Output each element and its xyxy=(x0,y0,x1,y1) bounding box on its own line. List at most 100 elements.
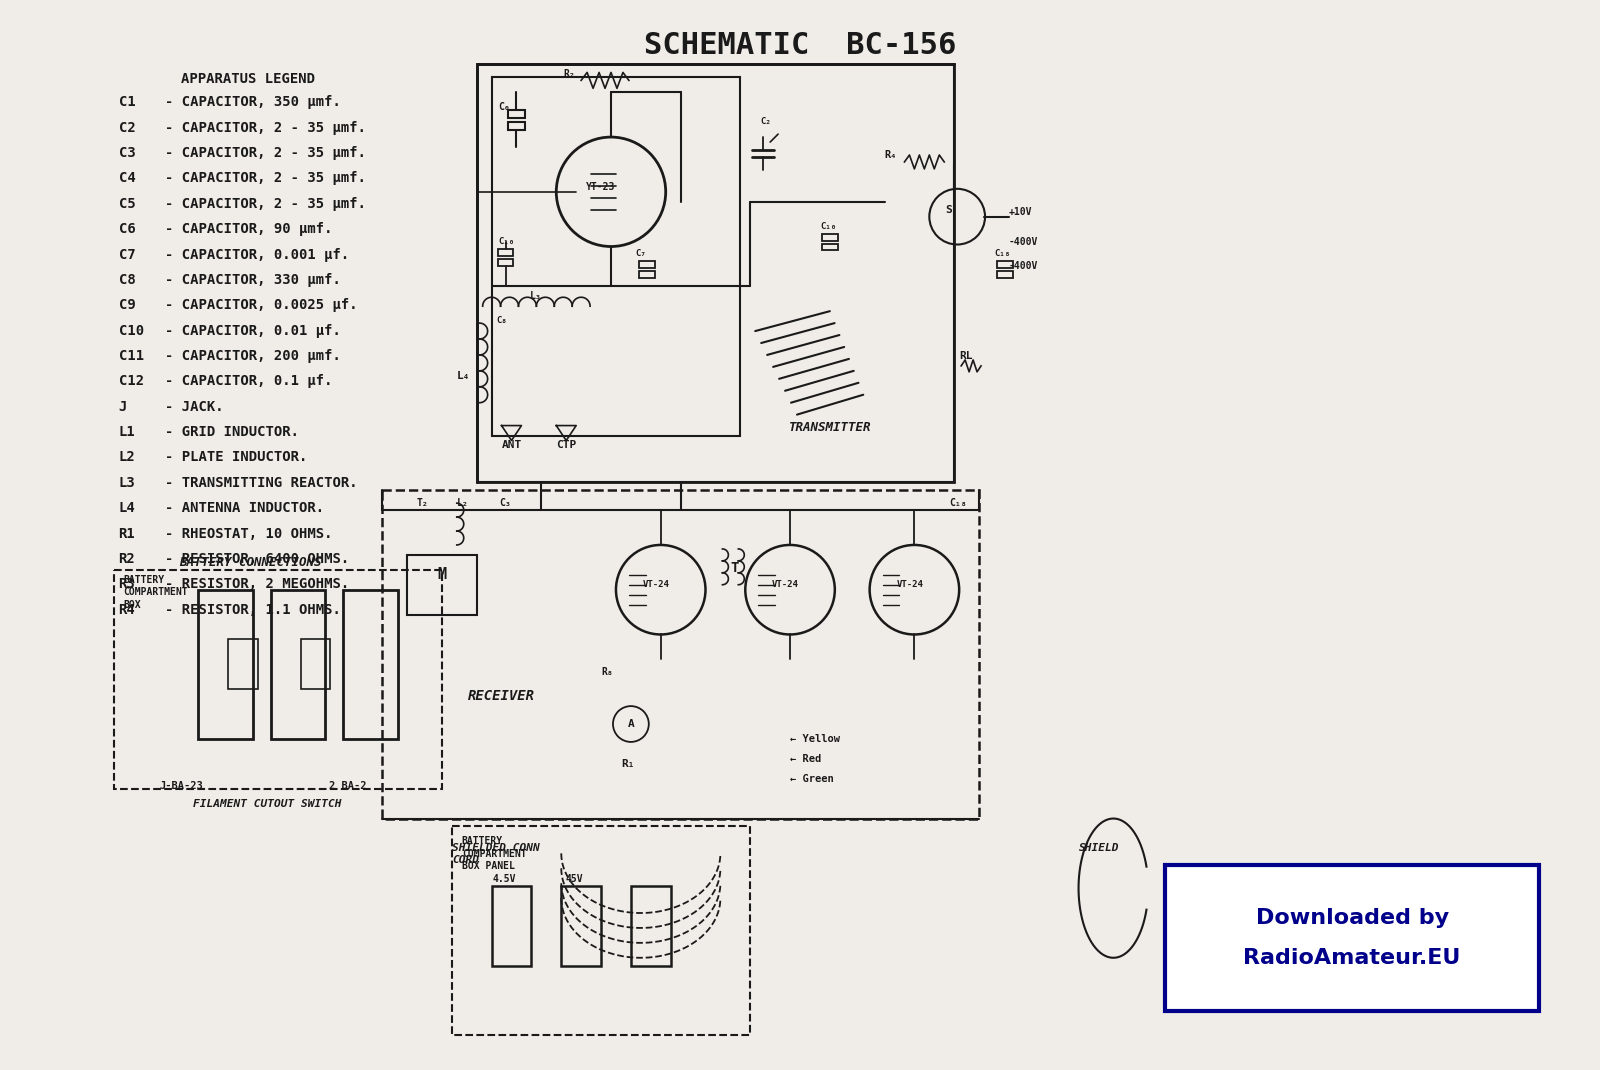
Bar xyxy=(491,886,531,966)
Text: - CAPACITOR, 0.0025 μf.: - CAPACITOR, 0.0025 μf. xyxy=(165,299,358,312)
Text: C₃: C₃ xyxy=(499,499,512,508)
Text: - CAPACITOR, 0.1 μf.: - CAPACITOR, 0.1 μf. xyxy=(165,374,333,388)
Text: SCHEMATIC  BC-156: SCHEMATIC BC-156 xyxy=(643,31,957,60)
Text: C₂: C₂ xyxy=(760,118,771,126)
Bar xyxy=(270,590,325,739)
Text: T₂: T₂ xyxy=(418,499,429,508)
Text: T: T xyxy=(730,561,739,575)
Text: 4.5V: 4.5V xyxy=(493,874,517,884)
Text: C₁₀: C₁₀ xyxy=(499,236,515,245)
Text: C9: C9 xyxy=(118,299,136,312)
Text: BATTERY
COMPARTMENT
BOX PANEL: BATTERY COMPARTMENT BOX PANEL xyxy=(462,837,526,871)
Text: R₈: R₈ xyxy=(602,668,613,677)
Text: C6: C6 xyxy=(118,223,136,236)
Bar xyxy=(382,490,979,819)
Bar xyxy=(638,261,654,269)
Bar xyxy=(227,640,258,689)
Text: - CAPACITOR, 0.01 μf.: - CAPACITOR, 0.01 μf. xyxy=(165,323,341,338)
Bar xyxy=(822,244,838,250)
Text: C₇: C₇ xyxy=(635,249,646,259)
Text: -400V: -400V xyxy=(1010,236,1038,246)
Text: BATTERY CONNECTIONS: BATTERY CONNECTIONS xyxy=(179,556,322,569)
Text: C2: C2 xyxy=(118,121,136,135)
Text: Downloaded by: Downloaded by xyxy=(1256,908,1448,928)
Bar xyxy=(507,122,525,131)
Bar xyxy=(301,640,331,689)
Bar xyxy=(498,259,514,266)
Text: - CAPACITOR, 0.001 μf.: - CAPACITOR, 0.001 μf. xyxy=(165,247,349,261)
Bar xyxy=(406,555,477,614)
FancyBboxPatch shape xyxy=(1165,866,1539,1010)
Text: VT-24: VT-24 xyxy=(643,580,670,590)
Text: C10: C10 xyxy=(118,323,144,338)
Text: C8: C8 xyxy=(118,273,136,287)
Text: C₈: C₈ xyxy=(496,316,507,325)
Text: R3: R3 xyxy=(118,578,136,592)
Text: SHIELDED CONN
CORD: SHIELDED CONN CORD xyxy=(451,843,539,865)
Bar xyxy=(630,886,670,966)
Text: L₃: L₃ xyxy=(530,291,541,302)
Bar xyxy=(477,64,954,483)
Text: - PLATE INDUCTOR.: - PLATE INDUCTOR. xyxy=(165,450,307,464)
Text: L₄: L₄ xyxy=(456,371,470,381)
Text: C12: C12 xyxy=(118,374,144,388)
Text: VT-24: VT-24 xyxy=(896,580,923,590)
Text: - CAPACITOR, 200 μmf.: - CAPACITOR, 200 μmf. xyxy=(165,349,341,363)
Text: - RESISTOR, 6400 OHMS.: - RESISTOR, 6400 OHMS. xyxy=(165,552,349,566)
Text: 2 BA-2: 2 BA-2 xyxy=(328,781,366,791)
Text: R₁: R₁ xyxy=(621,759,635,769)
Text: - TRANSMITTING REACTOR.: - TRANSMITTING REACTOR. xyxy=(165,476,358,490)
Text: C₁₀: C₁₀ xyxy=(819,221,837,231)
Bar xyxy=(822,233,838,241)
Text: C₁₈: C₁₈ xyxy=(949,499,966,508)
Text: - CAPACITOR, 330 μmf.: - CAPACITOR, 330 μmf. xyxy=(165,273,341,287)
Text: L4: L4 xyxy=(118,501,136,515)
Text: -400V: -400V xyxy=(1010,261,1038,272)
Text: 45V: 45V xyxy=(565,874,582,884)
Text: R4: R4 xyxy=(118,602,136,616)
Bar xyxy=(114,570,442,789)
Text: R₂: R₂ xyxy=(563,70,574,79)
Text: APPARATUS LEGEND: APPARATUS LEGEND xyxy=(181,73,315,87)
Text: - CAPACITOR, 2 - 35 μmf.: - CAPACITOR, 2 - 35 μmf. xyxy=(165,171,366,185)
Bar xyxy=(997,261,1013,269)
Text: ANT: ANT xyxy=(501,441,522,450)
Bar xyxy=(451,826,750,1036)
Text: RadioAmateur.EU: RadioAmateur.EU xyxy=(1243,948,1461,968)
Text: C₀: C₀ xyxy=(499,103,510,112)
Bar xyxy=(491,77,741,435)
Text: YT-23: YT-23 xyxy=(586,182,616,192)
Text: RECEIVER: RECEIVER xyxy=(469,689,534,703)
Text: L3: L3 xyxy=(118,476,136,490)
Text: VT-24: VT-24 xyxy=(773,580,798,590)
Text: L1: L1 xyxy=(118,425,136,439)
Text: C5: C5 xyxy=(118,197,136,211)
Bar xyxy=(638,272,654,278)
Text: S: S xyxy=(946,204,952,215)
Text: C3: C3 xyxy=(118,146,136,160)
Text: - CAPACITOR, 350 μmf.: - CAPACITOR, 350 μmf. xyxy=(165,95,341,109)
Bar xyxy=(562,886,602,966)
Text: C11: C11 xyxy=(118,349,144,363)
Text: L₂: L₂ xyxy=(456,499,469,508)
Bar xyxy=(498,249,514,257)
Text: - ANTENNA INDUCTOR.: - ANTENNA INDUCTOR. xyxy=(165,501,325,515)
Text: - JACK.: - JACK. xyxy=(165,400,224,414)
Text: R2: R2 xyxy=(118,552,136,566)
Text: - CAPACITOR, 2 - 35 μmf.: - CAPACITOR, 2 - 35 μmf. xyxy=(165,121,366,135)
Text: ← Red: ← Red xyxy=(790,754,821,764)
Text: - RHEOSTAT, 10 OHMS.: - RHEOSTAT, 10 OHMS. xyxy=(165,526,333,540)
Text: - RESISTOR, 1.1 OHMS.: - RESISTOR, 1.1 OHMS. xyxy=(165,602,341,616)
Bar xyxy=(997,272,1013,278)
Text: RL: RL xyxy=(958,351,973,361)
Text: SHIELD: SHIELD xyxy=(1078,843,1118,854)
Bar xyxy=(198,590,253,739)
Text: - CAPACITOR, 2 - 35 μmf.: - CAPACITOR, 2 - 35 μmf. xyxy=(165,197,366,211)
Text: FILAMENT CUTOUT SWITCH: FILAMENT CUTOUT SWITCH xyxy=(192,798,341,809)
Text: - GRID INDUCTOR.: - GRID INDUCTOR. xyxy=(165,425,299,439)
Text: BATTERY
COMPARTMENT
BOX: BATTERY COMPARTMENT BOX xyxy=(123,575,189,610)
Text: C₁₈: C₁₈ xyxy=(994,249,1010,259)
Text: J: J xyxy=(118,400,126,414)
Text: - CAPACITOR, 90 μmf.: - CAPACITOR, 90 μmf. xyxy=(165,223,333,236)
Text: A: A xyxy=(627,719,634,729)
